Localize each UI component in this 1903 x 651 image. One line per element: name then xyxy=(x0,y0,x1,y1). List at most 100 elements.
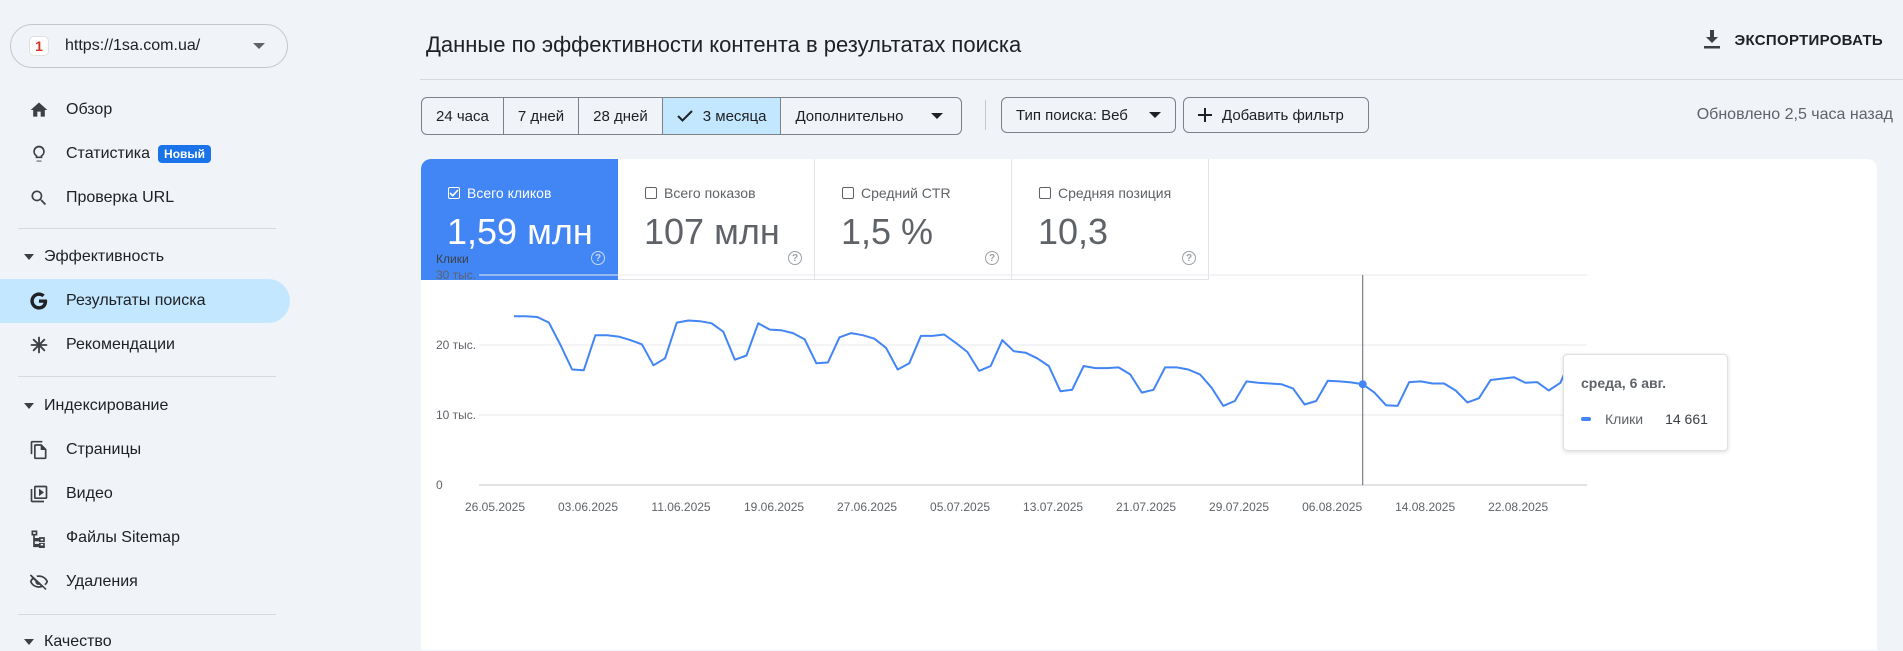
export-button[interactable]: ЭКСПОРТИРОВАТЬ xyxy=(1703,30,1883,50)
tooltip-date: среда, 6 авг. xyxy=(1581,375,1666,391)
property-selector[interactable]: 1 https://1sa.com.ua/ xyxy=(10,24,288,68)
x-tick-label: 03.06.2025 xyxy=(558,500,618,514)
sidebar-item-label: Статистика xyxy=(66,145,151,162)
sidebar-item-recommendations[interactable]: Рекомендации xyxy=(0,323,290,367)
plus-icon xyxy=(1198,108,1212,122)
filter-separator xyxy=(985,100,986,130)
add-filter-button[interactable]: Добавить фильтр xyxy=(1183,97,1369,133)
metric-average-position[interactable]: Средняя позиция 10,3 ? xyxy=(1012,159,1209,280)
range-label: Дополнительно xyxy=(795,107,904,125)
series-swatch xyxy=(1581,417,1591,421)
sidebar-item-label: Обзор xyxy=(66,101,113,118)
sidebar-item-url-inspection[interactable]: Проверка URL xyxy=(0,176,290,220)
range-3m[interactable]: 3 месяца xyxy=(662,98,782,134)
checkbox-icon[interactable] xyxy=(1039,187,1051,199)
eye-off-icon xyxy=(28,571,50,593)
checkbox-icon[interactable] xyxy=(645,187,657,199)
section-label: Эффективность xyxy=(44,248,165,265)
metric-total-clicks[interactable]: Всего кликов 1,59 млн ? xyxy=(421,159,618,280)
home-icon xyxy=(28,99,50,121)
sidebar-item-label: Удаления xyxy=(66,573,138,590)
y-tick-label: 10 тыс. xyxy=(436,408,476,422)
x-tick-label: 22.08.2025 xyxy=(1488,500,1548,514)
range-7d[interactable]: 7 дней xyxy=(504,98,580,134)
caret-down-icon xyxy=(24,403,34,409)
x-tick-label: 21.07.2025 xyxy=(1116,500,1176,514)
x-tick-label: 29.07.2025 xyxy=(1209,500,1269,514)
chart-tooltip: среда, 6 авг. Клики 14 661 xyxy=(1563,354,1728,451)
section-performance[interactable]: Эффективность xyxy=(24,248,164,266)
metric-total-impressions[interactable]: Всего показов 107 млн ? xyxy=(618,159,815,280)
range-more[interactable]: Дополнительно xyxy=(781,98,961,134)
tooltip-value: 14 661 xyxy=(1665,411,1708,427)
video-icon xyxy=(28,483,50,505)
y-axis-label: Клики xyxy=(436,252,469,266)
pages-icon xyxy=(28,439,50,461)
help-icon[interactable]: ? xyxy=(591,251,605,265)
sidebar-item-insights[interactable]: Статистика Новый xyxy=(0,132,290,176)
sidebar-item-label: Файлы Sitemap xyxy=(66,529,180,546)
chevron-down-icon xyxy=(253,43,265,49)
google-g-icon xyxy=(28,290,50,312)
page-title: Данные по эффективности контента в резул… xyxy=(426,32,1022,57)
caret-down-icon xyxy=(24,254,34,260)
sidebar-divider xyxy=(18,614,276,615)
tooltip-series: Клики xyxy=(1605,411,1644,427)
section-quality[interactable]: Качество xyxy=(24,633,112,651)
sidebar-item-label: Результаты поиска xyxy=(66,292,206,309)
section-label: Индексирование xyxy=(44,397,169,414)
x-tick-label: 06.08.2025 xyxy=(1302,500,1362,514)
checkbox-icon[interactable] xyxy=(842,187,854,199)
caret-down-icon xyxy=(24,639,34,645)
metric-average-ctr[interactable]: Средний CTR 1,5 % ? xyxy=(815,159,1012,280)
metric-value: 107 млн xyxy=(644,211,780,252)
metric-value: 1,59 млн xyxy=(447,211,593,252)
x-tick-label: 27.06.2025 xyxy=(837,500,897,514)
sitemap-icon xyxy=(28,527,50,549)
sidebar-item-video[interactable]: Видео xyxy=(0,472,290,516)
x-tick-label: 19.06.2025 xyxy=(744,500,804,514)
section-indexing[interactable]: Индексирование xyxy=(24,397,168,415)
metric-value: 1,5 % xyxy=(841,211,934,252)
sidebar-item-pages[interactable]: Страницы xyxy=(0,428,290,472)
tooltip-row: Клики 14 661 xyxy=(1581,411,1708,427)
date-range-selector: 24 часа 7 дней 28 дней 3 месяца Дополнит… xyxy=(421,97,963,135)
checkbox-icon[interactable] xyxy=(448,187,460,199)
chevron-down-icon xyxy=(931,113,944,119)
new-badge: Новый xyxy=(158,145,212,163)
performance-card: Всего кликов 1,59 млн ? Всего показов 10… xyxy=(421,159,1877,650)
y-tick-label: 30 тыс. xyxy=(436,268,476,282)
add-filter-label: Добавить фильтр xyxy=(1222,106,1344,124)
property-url: https://1sa.com.ua/ xyxy=(65,37,201,54)
lightbulb-icon xyxy=(28,143,50,165)
sidebar-item-removals[interactable]: Удаления xyxy=(0,560,290,604)
range-24h[interactable]: 24 часа xyxy=(422,98,504,134)
last-updated: Обновлено 2,5 часа назад xyxy=(1696,106,1893,123)
metric-label: Средний CTR xyxy=(861,185,951,201)
header-divider xyxy=(420,79,1903,80)
help-icon[interactable]: ? xyxy=(1182,251,1196,265)
sidebar: 1 https://1sa.com.ua/ Обзор Статистика Н… xyxy=(0,0,290,650)
sidebar-item-label: Проверка URL xyxy=(66,189,175,206)
sidebar-item-label: Страницы xyxy=(66,441,142,458)
sidebar-item-search-results[interactable]: Результаты поиска xyxy=(0,279,290,323)
metric-label: Всего кликов xyxy=(467,185,552,201)
clicks-series-line xyxy=(514,315,1573,407)
clicks-line-chart: Клики 30 тыс. 20 тыс. 10 тыс. 0 26.05.2025 03.… xyxy=(436,252,1587,514)
section-label: Качество xyxy=(44,633,112,650)
x-tick-label: 11.06.2025 xyxy=(651,500,710,514)
sidebar-item-sitemaps[interactable]: Файлы Sitemap xyxy=(0,516,290,560)
help-icon[interactable]: ? xyxy=(788,251,802,265)
search-icon xyxy=(28,187,50,209)
metric-value: 10,3 xyxy=(1038,211,1109,252)
search-type-filter[interactable]: Тип поиска: Веб xyxy=(1001,97,1176,133)
range-28d[interactable]: 28 дней xyxy=(579,98,663,134)
help-icon[interactable]: ? xyxy=(985,251,999,265)
sidebar-divider xyxy=(18,228,276,229)
x-tick-label: 26.05.2025 xyxy=(465,500,525,514)
metric-label: Средняя позиция xyxy=(1058,185,1172,201)
x-tick-label: 05.07.2025 xyxy=(930,500,990,514)
y-tick-label: 0 xyxy=(436,478,443,492)
hover-point xyxy=(1358,380,1367,389)
sidebar-item-overview[interactable]: Обзор xyxy=(0,88,290,132)
